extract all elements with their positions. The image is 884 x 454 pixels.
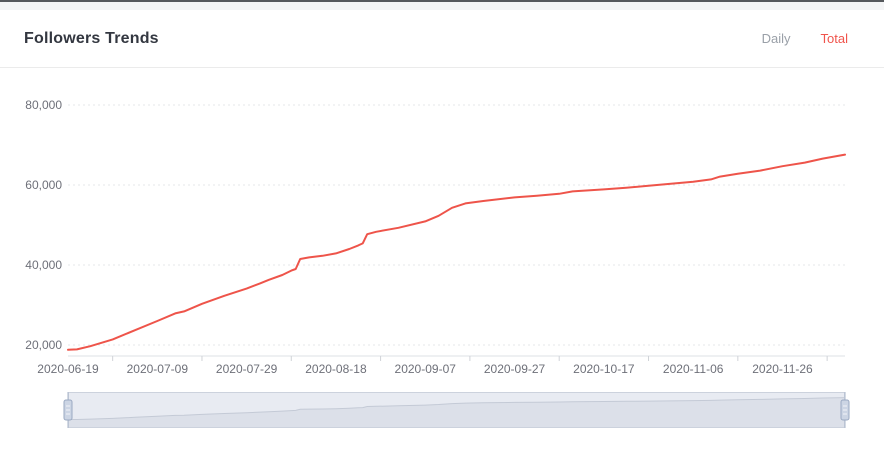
chart-mode-tabs: Daily Total bbox=[762, 31, 848, 46]
x-axis-label: 2020-10-17 bbox=[573, 362, 635, 376]
data-zoom-shadow-line bbox=[68, 397, 846, 420]
x-axis-label: 2020-07-29 bbox=[216, 362, 278, 376]
data-zoom-shadow-area bbox=[68, 397, 845, 428]
y-axis-label: 80,000 bbox=[25, 98, 62, 112]
x-axis-label: 2020-11-26 bbox=[752, 362, 813, 376]
chart-canvas: 20,000 40,000 60,000 80,000 2020-06-19 2020-0… bbox=[25, 98, 850, 428]
followers-chart: 20,000 40,000 60,000 80,000 2020-06-19 2020-0… bbox=[0, 68, 884, 454]
followers-trends-card: Followers Trends Daily Total 20,000 40,00… bbox=[0, 10, 884, 454]
y-axis-label: 40,000 bbox=[25, 258, 62, 272]
x-axis-label: 2020-07-09 bbox=[127, 362, 189, 376]
followers-total-line[interactable] bbox=[67, 153, 846, 351]
page-top-strip bbox=[0, 0, 884, 10]
x-axis-label: 2020-08-18 bbox=[305, 362, 367, 376]
x-axis-label: 2020-09-27 bbox=[484, 362, 546, 376]
card-header: Followers Trends Daily Total bbox=[0, 10, 884, 68]
x-axis-label: 2020-06-19 bbox=[37, 362, 99, 376]
tab-daily[interactable]: Daily bbox=[761, 31, 791, 46]
y-axis-label: 60,000 bbox=[25, 178, 62, 192]
y-axis-label: 20,000 bbox=[25, 338, 62, 352]
tab-total[interactable]: Total bbox=[820, 31, 848, 46]
x-axis-label: 2020-09-07 bbox=[395, 362, 457, 376]
page-title: Followers Trends bbox=[24, 29, 159, 47]
x-axis-label: 2020-11-06 bbox=[663, 362, 724, 376]
